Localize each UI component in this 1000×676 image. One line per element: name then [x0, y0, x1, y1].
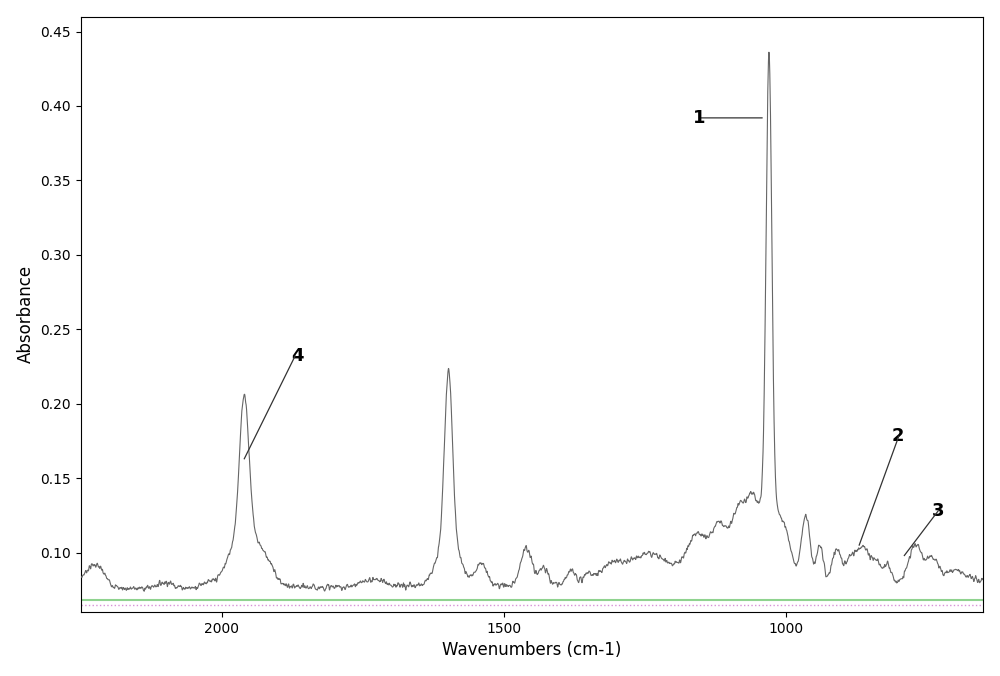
Text: 4: 4	[291, 347, 304, 365]
X-axis label: Wavenumbers (cm-1): Wavenumbers (cm-1)	[442, 642, 622, 659]
Text: 1: 1	[693, 109, 705, 127]
Y-axis label: Absorbance: Absorbance	[17, 265, 35, 364]
Text: 2: 2	[892, 427, 904, 445]
Text: 3: 3	[931, 502, 944, 520]
